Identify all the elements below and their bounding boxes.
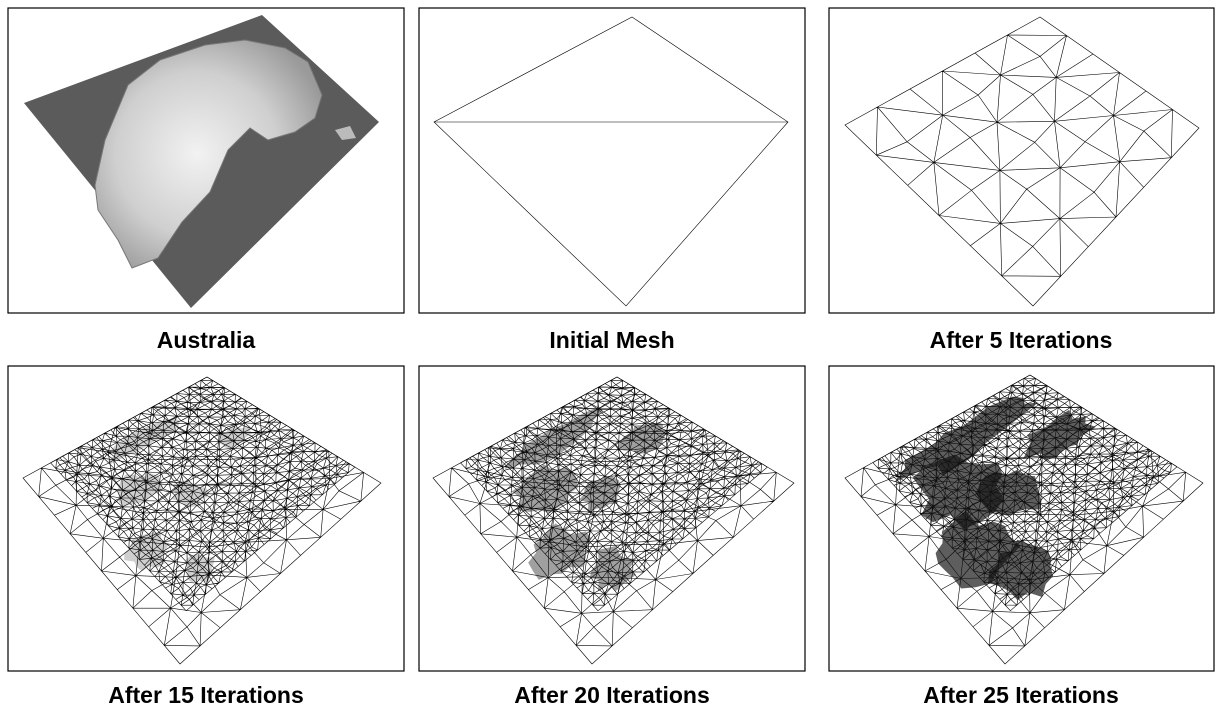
panel: After 5 Iterations <box>829 8 1214 353</box>
panel-frame <box>829 8 1214 313</box>
panel: Initial Mesh <box>419 8 805 353</box>
caption: Initial Mesh <box>549 327 674 353</box>
caption: After 25 Iterations <box>923 682 1119 708</box>
figure: Australia Initial Mesh After 5 Iterations A… <box>0 0 1218 713</box>
caption: After 5 Iterations <box>930 327 1113 353</box>
panel: After 15 Iterations <box>8 366 404 708</box>
panel: After 20 Iterations <box>419 366 805 708</box>
panel-frame <box>419 8 805 313</box>
caption: After 20 Iterations <box>514 682 710 708</box>
caption: After 15 Iterations <box>108 682 304 708</box>
caption: Australia <box>157 327 256 353</box>
panel-frame <box>8 366 404 671</box>
panels: Australia Initial Mesh After 5 Iterations A… <box>8 8 1214 708</box>
panel: After 25 Iterations <box>829 366 1214 708</box>
panel: Australia <box>8 8 404 353</box>
